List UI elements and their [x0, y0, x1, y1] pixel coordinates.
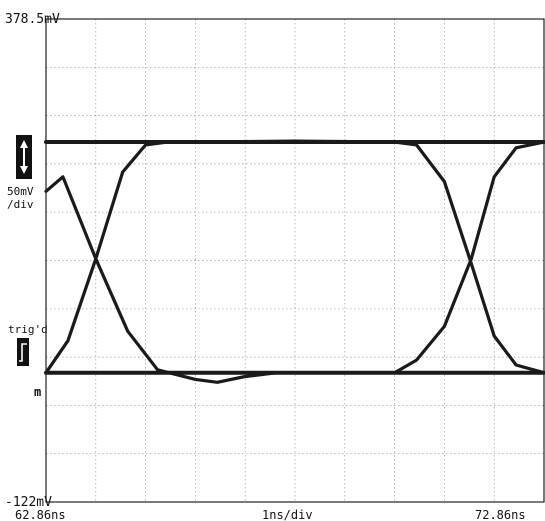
y-scale-unit-label: /div: [7, 198, 34, 211]
y-scale-label: 50mV: [7, 185, 34, 198]
scale-arrow-icon: [20, 140, 28, 174]
x-end-label: 72.86ns: [475, 508, 526, 521]
traces: [44, 139, 545, 384]
trigger-box: [17, 338, 29, 366]
y-top-label: 378.5mV: [5, 12, 60, 27]
trigger-edge-icon: [19, 343, 27, 362]
ground-marker: m: [34, 385, 41, 399]
grid: [46, 19, 544, 502]
x-axis-label: 1ns/div: [262, 508, 313, 521]
trigger-label: trig'd: [8, 323, 48, 336]
plot-frame: [45, 18, 545, 503]
y-scale-marker: [16, 135, 32, 179]
y-bottom-label: -122mV: [5, 495, 52, 510]
trigger-marker: [17, 338, 29, 366]
x-start-label: 62.86ns: [15, 508, 66, 521]
